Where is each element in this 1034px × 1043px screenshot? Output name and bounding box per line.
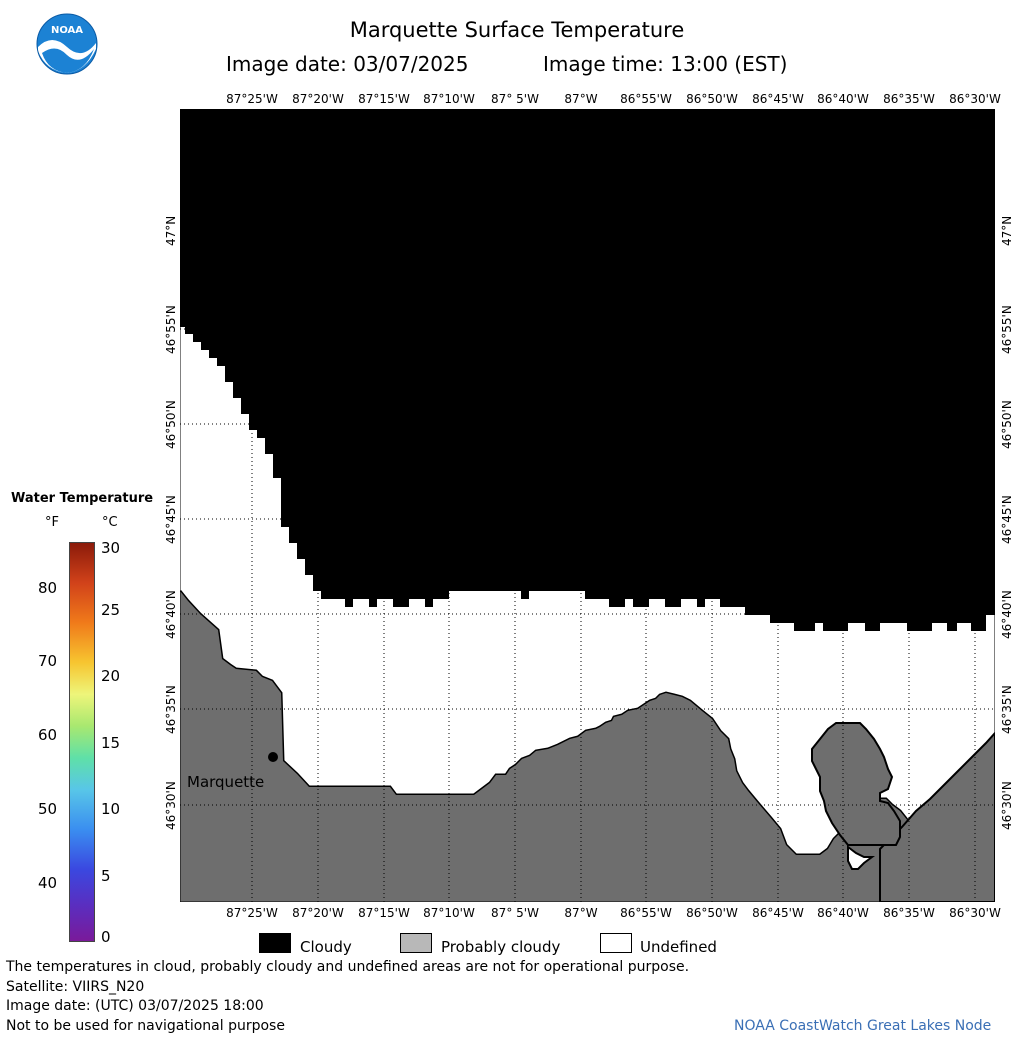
lon-label-top: 87°15'W [358,92,410,106]
land-area [180,590,995,902]
lon-label-bottom: 86°45'W [752,906,804,920]
undefined-label: Undefined [640,938,717,956]
lon-label-bottom: 87°25'W [226,906,278,920]
fahrenheit-tick: 50 [38,800,58,818]
lat-label-right: 46°55'N [1000,305,1014,355]
lon-label-top: 86°40'W [817,92,869,106]
marquette-marker [268,752,278,762]
lat-label-left: 46°45'N [164,495,178,545]
unit-celsius: °C [102,515,118,530]
colorbar-title: Water Temperature [11,491,154,506]
lon-label-top: 87° 5'W [491,92,539,106]
lon-label-top: 87°25'W [226,92,278,106]
image-time: Image time: 13:00 (EST) [543,52,788,76]
graticule [180,109,995,902]
lon-label-bottom: 87°10'W [423,906,475,920]
lon-label-top: 86°55'W [620,92,672,106]
lon-label-bottom: 86°55'W [620,906,672,920]
lon-label-top: 87°20'W [292,92,344,106]
fahrenheit-tick: 80 [38,579,58,597]
probably-cloudy-swatch [400,933,432,953]
lat-label-right: 46°35'N [1000,685,1014,735]
lon-label-top: 87°W [564,92,598,106]
lat-label-right: 46°45'N [1000,495,1014,545]
disclaimer-text: The temperatures in cloud, probably clou… [6,959,690,975]
celsius-tick: 10 [101,800,121,818]
lat-label-left: 47°N [164,216,178,247]
fahrenheit-tick: 40 [38,874,58,892]
satellite-text: Satellite: VIIRS_N20 [6,979,145,995]
lon-label-bottom: 87°W [564,906,598,920]
lat-label-left: 46°50'N [164,400,178,450]
navigation-warning: Not to be used for navigational purpose [6,1018,285,1034]
lon-label-bottom: 86°50'W [686,906,738,920]
lon-label-top: 86°35'W [883,92,935,106]
unit-fahrenheit: °F [45,515,59,530]
colorbar [69,542,95,942]
noaa-logo: NOAA [36,13,98,75]
noaa-logo-icon [36,13,98,75]
temperature-map [180,109,995,902]
lat-label-left: 46°55'N [164,305,178,355]
lon-label-bottom: 87° 5'W [491,906,539,920]
fahrenheit-tick: 70 [38,652,58,670]
celsius-tick: 20 [101,667,121,685]
celsius-tick: 0 [101,928,111,946]
cloudy-swatch [259,933,291,953]
utc-date-text: Image date: (UTC) 03/07/2025 18:00 [6,998,264,1014]
lon-label-bottom: 86°35'W [883,906,935,920]
celsius-tick: 25 [101,601,121,619]
lon-label-top: 87°10'W [423,92,475,106]
lat-label-right: 46°30'N [1000,781,1014,831]
lat-label-right: 46°50'N [1000,400,1014,450]
probably-cloudy-label: Probably cloudy [441,938,561,956]
celsius-tick: 5 [101,867,111,885]
lat-label-left: 46°30'N [164,781,178,831]
lat-label-left: 46°35'N [164,685,178,735]
probably-cloudy-patch [811,722,901,846]
credit-link[interactable]: NOAA CoastWatch Great Lakes Node [734,1018,992,1034]
lon-label-top: 86°45'W [752,92,804,106]
lat-label-left: 46°40'N [164,590,178,640]
cloudy-label: Cloudy [300,938,352,956]
celsius-tick: 30 [101,539,121,557]
undefined-swatch [600,933,632,953]
lon-label-top: 86°50'W [686,92,738,106]
lon-label-bottom: 86°40'W [817,906,869,920]
page-title: Marquette Surface Temperature [349,18,685,42]
celsius-tick: 15 [101,734,121,752]
city-label: Marquette [187,773,265,791]
logo-text: NOAA [50,25,84,36]
lon-label-bottom: 87°15'W [358,906,410,920]
lon-label-bottom: 87°20'W [292,906,344,920]
cloudy-area [180,109,995,631]
image-date: Image date: 03/07/2025 [226,52,469,76]
lat-label-right: 47°N [1000,216,1014,247]
lon-label-top: 86°30'W [949,92,1001,106]
lat-label-right: 46°40'N [1000,590,1014,640]
fahrenheit-tick: 60 [38,726,58,744]
lon-label-bottom: 86°30'W [949,906,1001,920]
